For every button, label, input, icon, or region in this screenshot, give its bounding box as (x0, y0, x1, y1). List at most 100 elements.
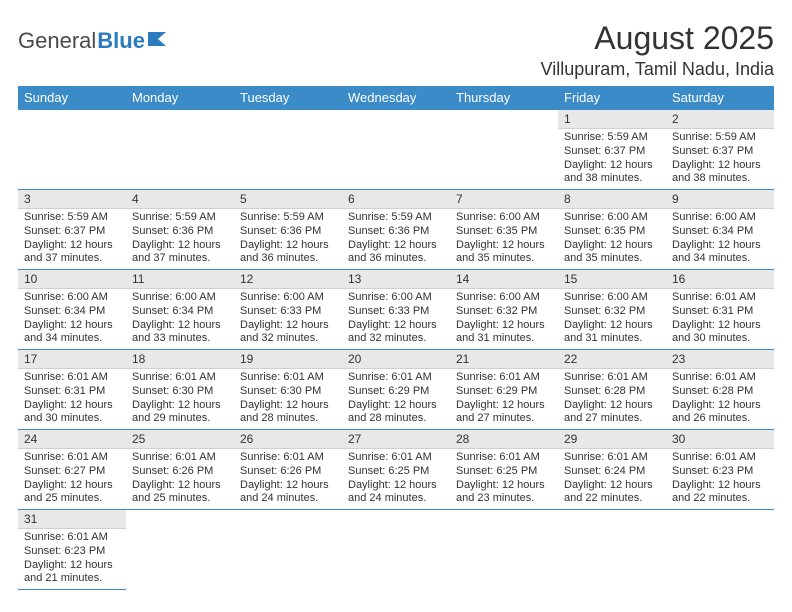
daylight-text: Daylight: 12 hours and 32 minutes. (240, 319, 336, 347)
sunset-text: Sunset: 6:23 PM (24, 545, 120, 559)
sunset-text: Sunset: 6:32 PM (564, 305, 660, 319)
sunrise-text: Sunrise: 6:00 AM (132, 291, 228, 305)
day-number: 22 (558, 350, 666, 369)
sunrise-text: Sunrise: 6:01 AM (132, 451, 228, 465)
daylight-text: Daylight: 12 hours and 35 minutes. (564, 239, 660, 267)
day-number: 4 (126, 190, 234, 209)
daylight-text: Daylight: 12 hours and 24 minutes. (348, 479, 444, 507)
day-number: 28 (450, 430, 558, 449)
daylight-text: Daylight: 12 hours and 31 minutes. (564, 319, 660, 347)
sunset-text: Sunset: 6:26 PM (132, 465, 228, 479)
calendar-week-row: 1Sunrise: 5:59 AMSunset: 6:37 PMDaylight… (18, 110, 774, 190)
dow-thursday: Thursday (450, 86, 558, 110)
day-details: Sunrise: 6:01 AMSunset: 6:29 PMDaylight:… (342, 369, 450, 429)
daylight-text: Daylight: 12 hours and 24 minutes. (240, 479, 336, 507)
day-details: Sunrise: 6:00 AMSunset: 6:35 PMDaylight:… (450, 209, 558, 269)
day-cell: 8Sunrise: 6:00 AMSunset: 6:35 PMDaylight… (558, 190, 666, 270)
day-cell: 1Sunrise: 5:59 AMSunset: 6:37 PMDaylight… (558, 110, 666, 190)
day-details: Sunrise: 6:01 AMSunset: 6:31 PMDaylight:… (666, 289, 774, 349)
day-number: 11 (126, 270, 234, 289)
day-cell (342, 110, 450, 190)
day-cell: 4Sunrise: 5:59 AMSunset: 6:36 PMDaylight… (126, 190, 234, 270)
sunset-text: Sunset: 6:35 PM (456, 225, 552, 239)
sunrise-text: Sunrise: 6:01 AM (564, 371, 660, 385)
day-cell: 23Sunrise: 6:01 AMSunset: 6:28 PMDayligh… (666, 350, 774, 430)
day-details: Sunrise: 6:01 AMSunset: 6:24 PMDaylight:… (558, 449, 666, 509)
sunrise-text: Sunrise: 6:01 AM (240, 451, 336, 465)
sunset-text: Sunset: 6:35 PM (564, 225, 660, 239)
day-number: 7 (450, 190, 558, 209)
day-details: Sunrise: 6:01 AMSunset: 6:30 PMDaylight:… (126, 369, 234, 429)
sunrise-text: Sunrise: 5:59 AM (672, 131, 768, 145)
daylight-text: Daylight: 12 hours and 23 minutes. (456, 479, 552, 507)
logo-text-2: Blue (97, 28, 145, 54)
sunrise-text: Sunrise: 6:01 AM (24, 451, 120, 465)
day-cell: 19Sunrise: 6:01 AMSunset: 6:30 PMDayligh… (234, 350, 342, 430)
day-number: 19 (234, 350, 342, 369)
location-subtitle: Villupuram, Tamil Nadu, India (541, 59, 774, 80)
day-cell: 31 Sunrise: 6:01 AMSunset: 6:23 PMDayligh… (18, 510, 126, 590)
daylight-text: Daylight: 12 hours and 21 minutes. (24, 559, 120, 587)
sunset-text: Sunset: 6:27 PM (24, 465, 120, 479)
day-cell: 29Sunrise: 6:01 AMSunset: 6:24 PMDayligh… (558, 430, 666, 510)
sunset-text: Sunset: 6:31 PM (24, 385, 120, 399)
sunset-text: Sunset: 6:28 PM (672, 385, 768, 399)
day-number: 23 (666, 350, 774, 369)
sunrise-text: Sunrise: 6:01 AM (24, 531, 120, 545)
day-details: Sunrise: 5:59 AMSunset: 6:37 PMDaylight:… (666, 129, 774, 189)
day-cell: 20Sunrise: 6:01 AMSunset: 6:29 PMDayligh… (342, 350, 450, 430)
dow-sunday: Sunday (18, 86, 126, 110)
day-details: Sunrise: 6:01 AMSunset: 6:28 PMDaylight:… (558, 369, 666, 429)
day-number: 31 (18, 510, 126, 529)
sunset-text: Sunset: 6:30 PM (240, 385, 336, 399)
day-cell: 14Sunrise: 6:00 AMSunset: 6:32 PMDayligh… (450, 270, 558, 350)
sunset-text: Sunset: 6:25 PM (348, 465, 444, 479)
day-cell: 9Sunrise: 6:00 AMSunset: 6:34 PMDaylight… (666, 190, 774, 270)
day-cell (126, 110, 234, 190)
daylight-text: Daylight: 12 hours and 33 minutes. (132, 319, 228, 347)
sunset-text: Sunset: 6:33 PM (240, 305, 336, 319)
day-cell: 18Sunrise: 6:01 AMSunset: 6:30 PMDayligh… (126, 350, 234, 430)
sunrise-text: Sunrise: 6:01 AM (456, 451, 552, 465)
day-cell: 21Sunrise: 6:01 AMSunset: 6:29 PMDayligh… (450, 350, 558, 430)
sunrise-text: Sunrise: 6:01 AM (24, 371, 120, 385)
day-number: 12 (234, 270, 342, 289)
daylight-text: Daylight: 12 hours and 30 minutes. (672, 319, 768, 347)
day-cell: 17 Sunrise: 6:01 AMSunset: 6:31 PMDayligh… (18, 350, 126, 430)
day-number: 25 (126, 430, 234, 449)
logo-text-1: General (18, 28, 96, 54)
day-number: 17 (18, 350, 126, 369)
calendar-week-row: 3Sunrise: 5:59 AMSunset: 6:37 PMDaylight… (18, 190, 774, 270)
daylight-text: Daylight: 12 hours and 36 minutes. (240, 239, 336, 267)
day-details: Sunrise: 6:01 AMSunset: 6:25 PMDaylight:… (450, 449, 558, 509)
sunrise-text: Sunrise: 6:01 AM (132, 371, 228, 385)
sunset-text: Sunset: 6:28 PM (564, 385, 660, 399)
sunset-text: Sunset: 6:37 PM (24, 225, 120, 239)
sunset-text: Sunset: 6:31 PM (672, 305, 768, 319)
sunrise-text: Sunrise: 6:00 AM (348, 291, 444, 305)
day-number: 1 (558, 110, 666, 129)
daylight-text: Daylight: 12 hours and 34 minutes. (24, 319, 120, 347)
sunset-text: Sunset: 6:23 PM (672, 465, 768, 479)
day-cell (234, 110, 342, 190)
sunrise-text: Sunrise: 6:00 AM (456, 211, 552, 225)
day-cell (126, 510, 234, 590)
sunrise-text: Sunrise: 6:01 AM (672, 371, 768, 385)
sunrise-text: Sunrise: 6:01 AM (564, 451, 660, 465)
sunrise-text: Sunrise: 6:00 AM (672, 211, 768, 225)
day-cell: 28Sunrise: 6:01 AMSunset: 6:25 PMDayligh… (450, 430, 558, 510)
sunset-text: Sunset: 6:29 PM (456, 385, 552, 399)
sunset-text: Sunset: 6:29 PM (348, 385, 444, 399)
calendar-week-row: 24Sunrise: 6:01 AMSunset: 6:27 PMDayligh… (18, 430, 774, 510)
calendar-page: GeneralBlue August 2025 Villupuram, Tami… (0, 0, 792, 612)
day-number: 5 (234, 190, 342, 209)
sunrise-text: Sunrise: 5:59 AM (564, 131, 660, 145)
day-details: Sunrise: 5:59 AMSunset: 6:37 PMDaylight:… (558, 129, 666, 189)
day-cell (558, 510, 666, 590)
sunset-text: Sunset: 6:37 PM (564, 145, 660, 159)
daylight-text: Daylight: 12 hours and 28 minutes. (240, 399, 336, 427)
dow-friday: Friday (558, 86, 666, 110)
sunrise-text: Sunrise: 6:00 AM (240, 291, 336, 305)
flag-icon (148, 26, 170, 52)
daylight-text: Daylight: 12 hours and 30 minutes. (24, 399, 120, 427)
